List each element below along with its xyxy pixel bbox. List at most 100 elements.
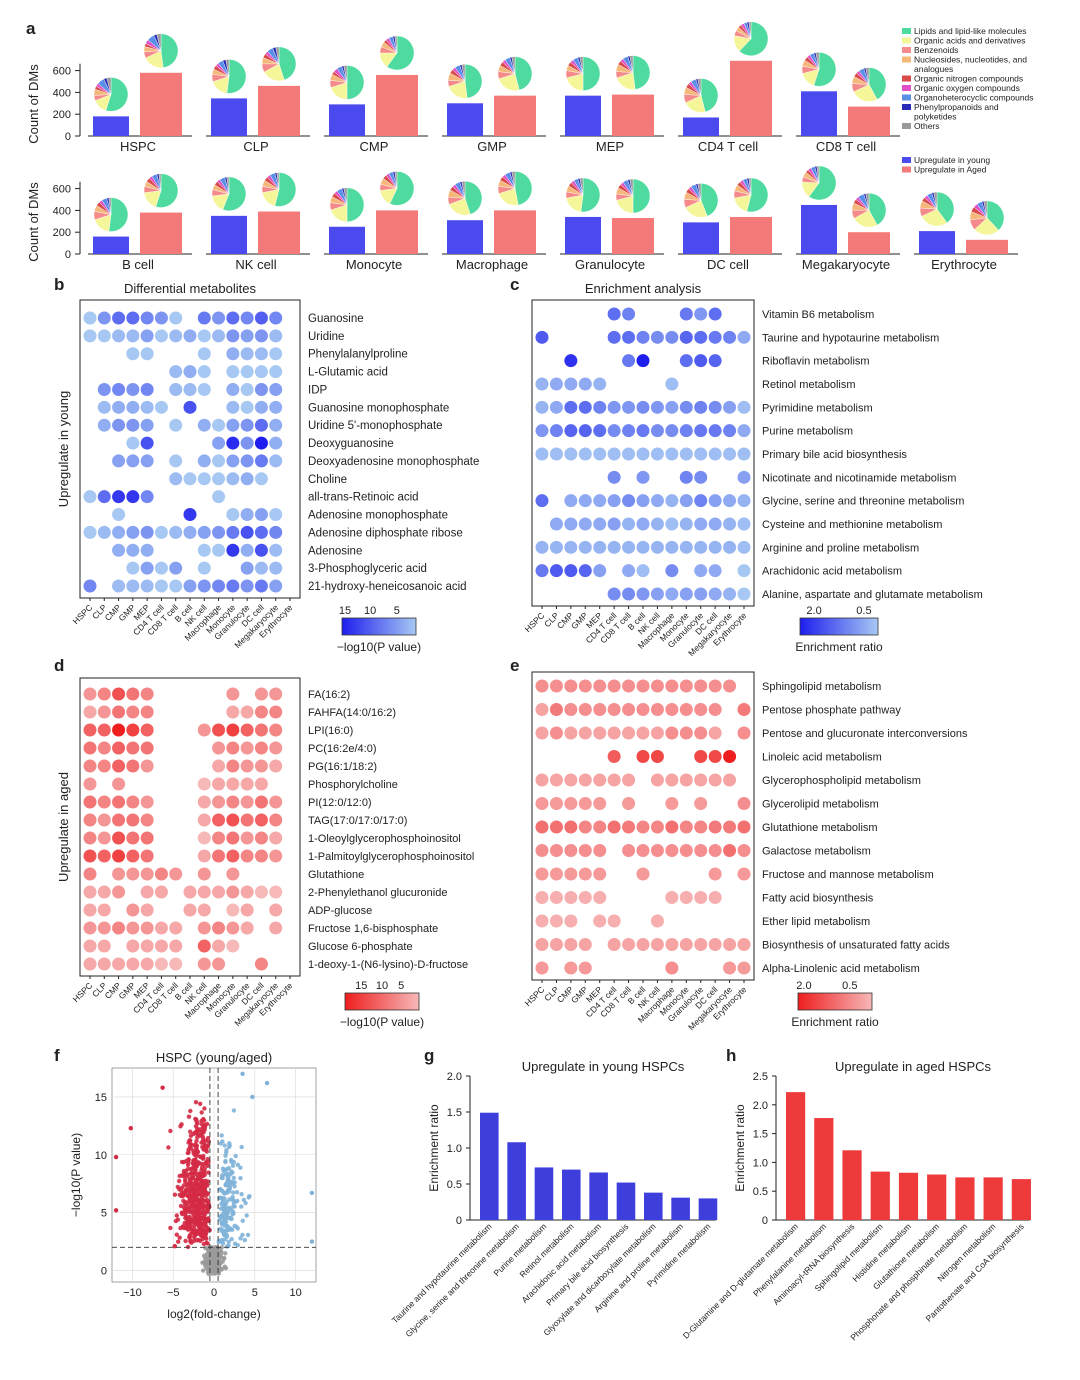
scatter-point — [196, 1190, 201, 1195]
dot — [83, 957, 97, 971]
dot — [622, 703, 636, 716]
row-label: Phenylalanylproline — [308, 349, 408, 361]
dot — [535, 961, 549, 975]
bar-young — [801, 91, 837, 136]
dot — [622, 447, 636, 461]
scatter-point — [177, 1235, 182, 1240]
scatter-point — [198, 1233, 204, 1238]
dot — [83, 311, 97, 325]
dot — [578, 891, 592, 904]
pie-aged — [497, 171, 533, 206]
dot — [679, 330, 693, 344]
bar-young — [211, 215, 247, 254]
pie-slice — [746, 177, 769, 213]
dot — [665, 844, 679, 857]
dot — [140, 939, 154, 953]
dot — [140, 723, 154, 737]
dot — [269, 813, 283, 827]
dot — [708, 494, 722, 508]
scatter-point — [195, 1149, 201, 1155]
dot — [650, 587, 664, 601]
panel-title: Upregulate in aged HSPCs — [835, 1059, 992, 1074]
dot — [240, 903, 254, 917]
dot — [679, 587, 693, 601]
dot — [254, 311, 268, 325]
dot — [679, 703, 693, 716]
dot — [535, 891, 549, 904]
dot — [578, 773, 592, 787]
dot — [226, 436, 240, 450]
dot — [212, 939, 226, 953]
dot — [254, 543, 268, 557]
dot — [593, 447, 607, 461]
scatter-point — [193, 1195, 198, 1200]
dot — [240, 400, 254, 414]
dot — [650, 400, 664, 414]
bar-aged — [848, 106, 890, 136]
dot — [607, 517, 621, 531]
scatter-point — [203, 1138, 209, 1143]
dot — [564, 354, 578, 368]
bar — [983, 1177, 1003, 1220]
row-label: PG(16:1/18:2) — [308, 761, 377, 773]
dot — [97, 382, 111, 396]
pie-slice — [158, 173, 162, 191]
dot — [535, 494, 549, 508]
dot — [549, 679, 563, 693]
colorbar — [799, 617, 879, 636]
dot — [269, 508, 283, 522]
dot — [622, 587, 636, 601]
scatter-point — [217, 1252, 223, 1258]
dot — [665, 703, 679, 716]
scatter-point — [205, 1261, 211, 1266]
dot — [140, 454, 154, 468]
dot — [535, 540, 549, 554]
dot — [578, 424, 592, 438]
bar-aged — [376, 210, 418, 254]
dot — [269, 579, 283, 593]
dot — [607, 938, 621, 951]
dot — [240, 436, 254, 450]
scatter-point — [174, 1213, 179, 1218]
dot — [607, 400, 621, 414]
dot — [112, 490, 126, 504]
pie-aged — [851, 67, 887, 102]
dot — [126, 795, 140, 809]
y-tick-label-a: 200 — [53, 227, 71, 239]
pie-slice — [461, 181, 466, 199]
scatter-point — [198, 1238, 203, 1244]
bar-young — [93, 236, 129, 254]
scatter-point — [202, 1223, 208, 1228]
dot — [97, 813, 111, 827]
dot — [126, 939, 140, 953]
dot — [694, 494, 708, 508]
dot — [169, 382, 183, 396]
bar-aged — [730, 60, 772, 136]
dot — [607, 447, 621, 461]
dot — [254, 365, 268, 379]
scatter-point — [160, 1085, 165, 1090]
dot — [240, 454, 254, 468]
scatter-point — [221, 1256, 226, 1262]
scatter-point — [240, 1071, 245, 1076]
dot — [694, 447, 708, 461]
dot — [650, 494, 664, 508]
dot — [723, 330, 737, 344]
dot — [112, 831, 126, 845]
scatter-point — [238, 1176, 243, 1181]
scatter-point — [192, 1234, 197, 1240]
dot — [564, 400, 578, 414]
dot — [636, 517, 650, 531]
scatter-point — [222, 1219, 227, 1225]
bar — [898, 1172, 919, 1220]
dot — [240, 472, 254, 486]
dot — [708, 773, 722, 787]
dot — [737, 424, 751, 438]
dot — [240, 831, 254, 845]
dot — [708, 867, 722, 881]
dot — [97, 741, 111, 755]
dot — [269, 400, 283, 414]
scatter-point — [231, 1175, 236, 1181]
dot — [240, 579, 254, 593]
